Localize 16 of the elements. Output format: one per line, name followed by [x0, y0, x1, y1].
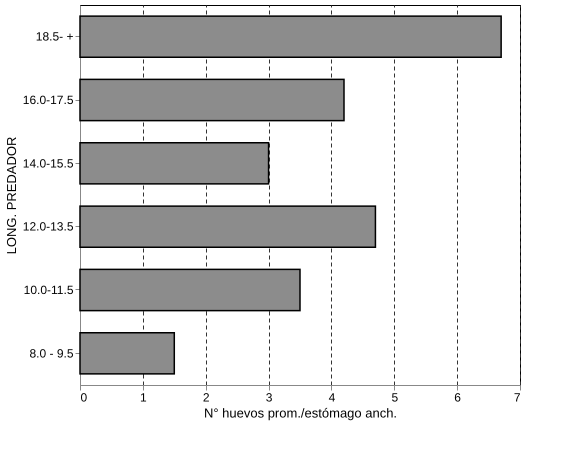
- y-tick-label: 18.5- +: [36, 30, 74, 44]
- y-tick-label: 10.0-11.5: [24, 283, 74, 297]
- x-tick-label: 7: [514, 390, 521, 404]
- x-tick-label: 5: [391, 390, 398, 404]
- y-tick-label: 14.0-15.5: [22, 156, 74, 170]
- y-tick-label: 12.0-13.5: [22, 220, 74, 234]
- y-axis-title: LONG. PREDADOR: [4, 136, 19, 254]
- y-tick-label: 8.0 - 9.5: [29, 346, 74, 360]
- x-tick-label: 0: [80, 390, 88, 404]
- x-tick-label: 3: [266, 390, 273, 404]
- x-tick-label: 4: [328, 390, 336, 404]
- x-axis-title: N° huevos prom./estómago anch.: [204, 406, 398, 420]
- x-tick-label: 2: [202, 390, 210, 404]
- x-tick-label: 6: [454, 390, 462, 404]
- y-tick-label: 16.0-17.5: [22, 93, 74, 107]
- x-tick-label: 1: [140, 390, 148, 404]
